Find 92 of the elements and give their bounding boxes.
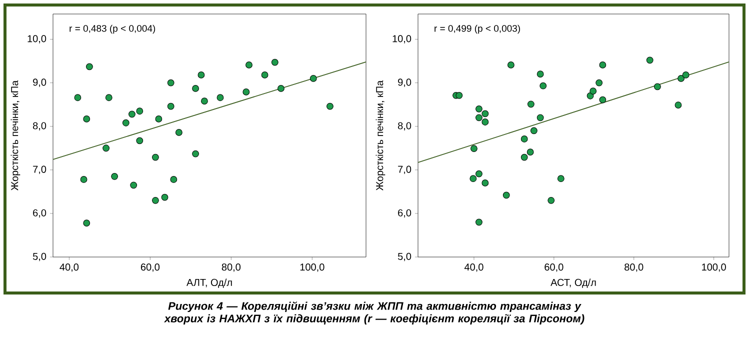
point <box>482 180 489 186</box>
point <box>586 92 594 100</box>
point <box>456 92 463 99</box>
point <box>470 175 477 182</box>
point <box>596 79 603 86</box>
point <box>170 176 178 183</box>
point <box>646 56 654 64</box>
point <box>507 62 514 68</box>
point <box>536 70 544 78</box>
x-tick-label: 60,0 <box>140 264 160 272</box>
point <box>102 144 110 152</box>
point <box>271 58 278 66</box>
annotation: r = 0,499 (p < 0,003) <box>434 24 520 34</box>
point <box>278 85 284 92</box>
point <box>161 194 168 201</box>
x-tick-label: 100,0 <box>702 264 726 272</box>
point <box>520 154 528 161</box>
point <box>175 129 182 136</box>
point <box>111 172 118 180</box>
point <box>678 75 684 82</box>
point <box>192 85 199 92</box>
point <box>476 105 482 112</box>
x-tick-label: 100,0 <box>300 264 324 272</box>
point <box>326 102 334 110</box>
point <box>86 63 93 70</box>
point <box>136 108 144 115</box>
y-tick-label: 6,0 <box>398 209 412 218</box>
point <box>136 137 144 144</box>
y-axis-title: Жорсткість печінки, кПа <box>376 80 386 190</box>
point <box>155 116 162 122</box>
point <box>470 145 478 152</box>
point <box>246 62 252 68</box>
x-axis-title: АСТ, Од/л <box>550 278 596 288</box>
point <box>527 100 534 108</box>
point <box>128 110 136 118</box>
y-tick-label: 5,0 <box>32 252 46 262</box>
point <box>520 136 528 142</box>
point <box>476 218 482 226</box>
x-axis-title: АЛТ, Од/л <box>186 278 232 288</box>
point <box>83 220 90 226</box>
x-tick-label: 80,0 <box>222 264 241 272</box>
point <box>310 75 317 82</box>
text: Рисунок 4 — Кореляційні зв’язки між ЖПП та активністю трансаміназ у хворих із НАЖХП з їх підвищенням (r — коефіцієнт кореляції за Пірсоном) <box>164 302 584 325</box>
y-tick-label: 7,0 <box>398 166 412 174</box>
y-tick-label: 9,0 <box>33 78 46 87</box>
y-tick-label: 10,0 <box>28 35 46 44</box>
point <box>216 94 224 102</box>
point <box>130 182 138 189</box>
annotation: r = 0,483 (p < 0,004) <box>70 24 156 34</box>
y-axis-title: Жорсткість печінки, кПа <box>10 80 20 190</box>
point <box>105 94 112 102</box>
point <box>192 150 199 158</box>
y-tick-label: 9,0 <box>398 78 412 87</box>
y-tick-label: 7,0 <box>33 166 46 174</box>
point <box>122 119 130 126</box>
point <box>599 96 606 104</box>
y-tick-label: 6,0 <box>33 209 46 218</box>
y-tick-label: 8,0 <box>33 122 46 130</box>
point <box>530 127 538 134</box>
point <box>242 88 250 96</box>
point <box>261 72 268 78</box>
point <box>482 110 489 118</box>
point <box>482 118 489 126</box>
point <box>557 175 564 182</box>
x-tick-label: 40,0 <box>464 264 484 272</box>
point <box>476 114 482 122</box>
point <box>167 102 174 110</box>
point <box>682 72 690 78</box>
point <box>540 82 547 90</box>
y-tick-label: 5,0 <box>398 252 412 262</box>
x-tick-label: 40,0 <box>60 264 79 272</box>
point <box>654 83 661 90</box>
point <box>152 154 159 161</box>
point <box>548 196 555 204</box>
y-tick-label: 8,0 <box>398 122 412 130</box>
x-tick-label: 80,0 <box>624 264 644 272</box>
point <box>152 196 159 204</box>
point <box>599 62 606 68</box>
point <box>167 79 174 86</box>
point <box>590 88 597 95</box>
point <box>536 114 544 122</box>
point <box>476 170 482 178</box>
point <box>674 102 682 108</box>
point <box>200 98 208 105</box>
y-tick-label: 10,0 <box>392 35 412 44</box>
point <box>198 72 205 78</box>
point <box>502 192 510 199</box>
point <box>74 94 82 102</box>
point <box>526 148 534 156</box>
x-tick-label: 60,0 <box>544 264 564 272</box>
point <box>80 176 88 183</box>
point <box>83 116 90 122</box>
